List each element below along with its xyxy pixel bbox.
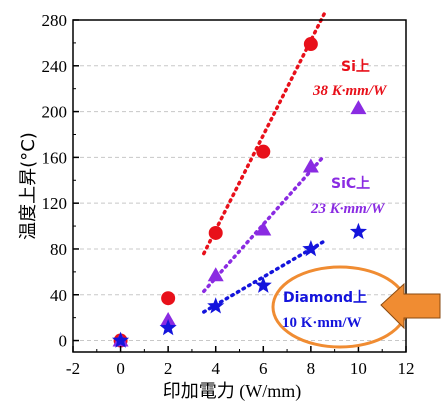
data-point-triangle: [350, 100, 367, 115]
y-tick-label: 280: [42, 11, 68, 30]
diamond-value-label: 10 K·mm/W: [282, 315, 362, 331]
data-point-triangle: [302, 158, 319, 173]
x-axis-title-main: 印加電力: [163, 381, 235, 402]
y-tick-label: 0: [59, 332, 68, 351]
x-tick-label: 10: [350, 359, 367, 378]
data-point-triangle: [160, 311, 177, 326]
fit-lines: [202, 10, 327, 314]
data-point-circle: [303, 37, 318, 52]
y-tick-label: 240: [42, 57, 68, 76]
data-point-star: [254, 276, 272, 293]
diamond-label: Diamond上: [283, 290, 367, 306]
x-axis-title-unit: (W/mm): [235, 381, 301, 402]
si-value-label: 38 K·mm/W: [312, 83, 388, 99]
data-point-triangle: [255, 221, 272, 236]
x-tick-label: 6: [259, 359, 268, 378]
y-tick-label: 40: [50, 286, 67, 305]
fit-line: [202, 10, 327, 256]
data-point-star: [349, 222, 367, 240]
x-tick-label: 2: [164, 359, 173, 378]
data-point-triangle: [207, 267, 224, 282]
data-point-circle: [208, 225, 223, 240]
y-tick-label: 160: [42, 148, 68, 167]
data-point-star: [207, 297, 225, 314]
sic-value-label: 23 K·mm/W: [310, 201, 386, 217]
si-label: Si上: [341, 59, 370, 75]
y-tick-label: 80: [50, 240, 67, 259]
y-tick-label: 200: [42, 103, 68, 122]
x-axis-title: 印加電力 (W/mm): [163, 381, 301, 402]
data-point-circle: [256, 144, 271, 159]
data-markers: [112, 37, 367, 348]
x-tick-label: 8: [307, 359, 316, 378]
highlight-arrow: [380, 282, 441, 330]
y-axis-title: 温度上昇(°C): [18, 132, 39, 240]
data-point-star: [159, 319, 177, 336]
data-point-circle: [161, 291, 176, 306]
sic-label: SiC上: [331, 176, 370, 192]
x-tick-label: 0: [116, 359, 125, 378]
y-tick-label: 120: [42, 194, 68, 213]
data-point-star: [302, 240, 320, 257]
x-tick-label: -2: [66, 359, 80, 378]
x-tick-label: 12: [398, 359, 415, 378]
x-tick-label: 4: [211, 359, 220, 378]
data-point-star: [112, 331, 130, 348]
